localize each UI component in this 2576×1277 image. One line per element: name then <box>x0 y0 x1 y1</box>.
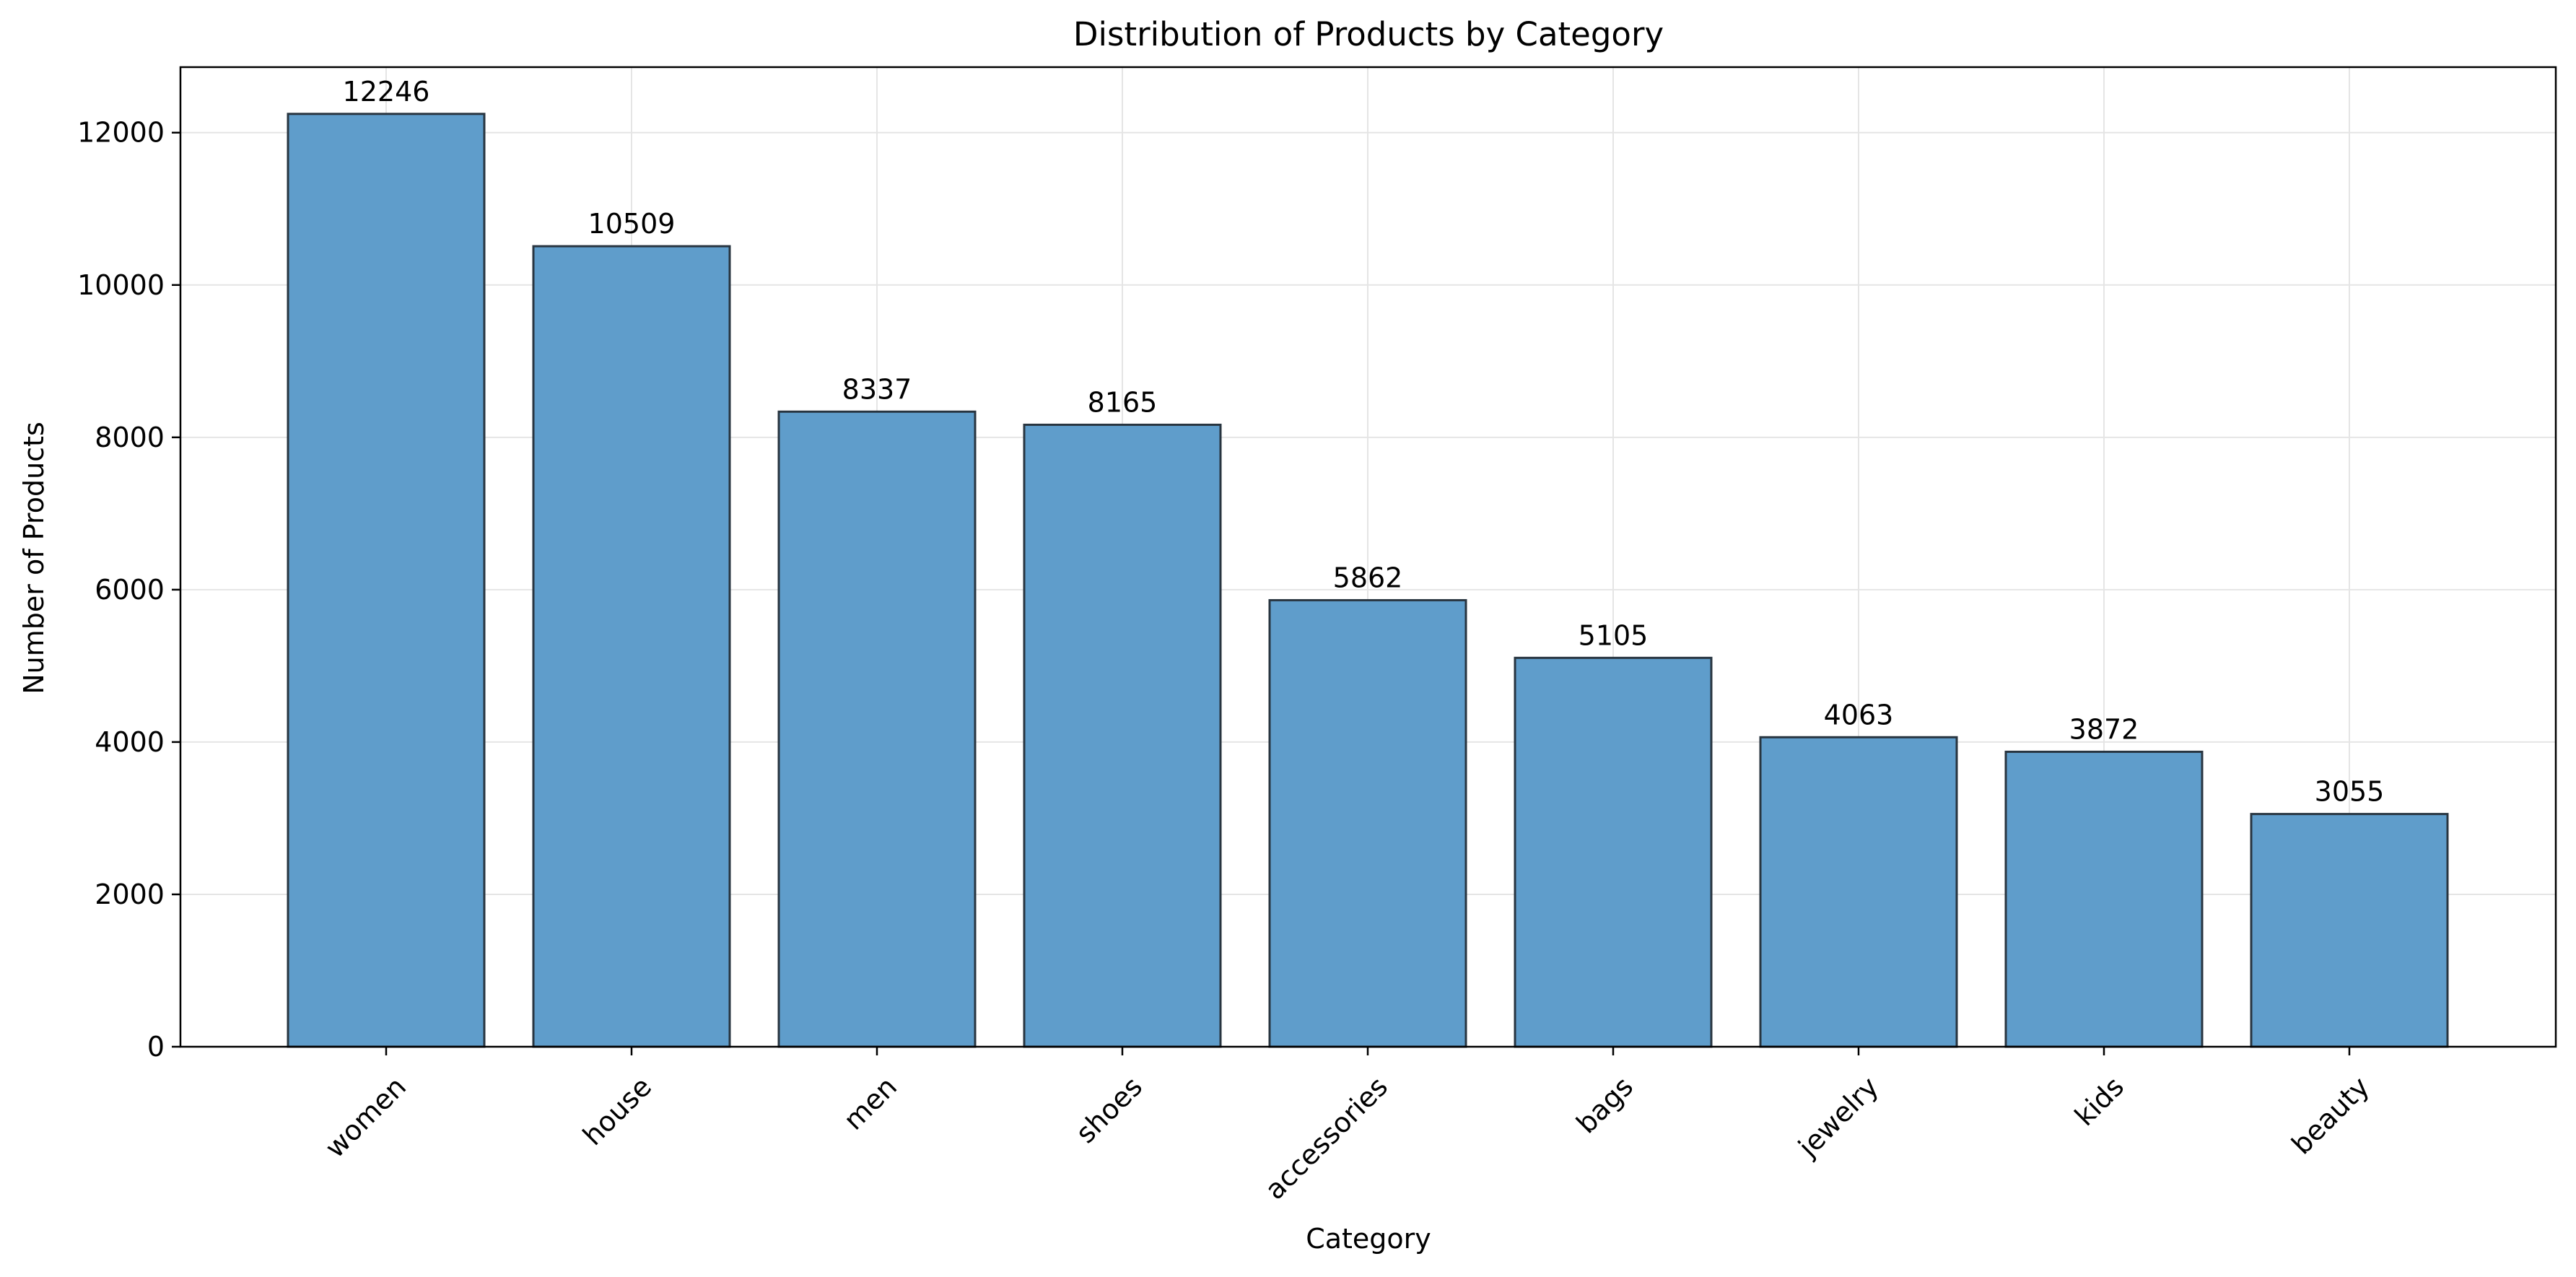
bar-house <box>532 245 731 1048</box>
y-axis-ticks: 0 2000 4000 6000 8000 10000 12000 <box>77 117 180 1063</box>
y-tick-label: 10000 <box>77 269 165 301</box>
data-label-men: 8337 <box>842 373 912 405</box>
y-tick-label: 4000 <box>95 726 165 758</box>
y-tick-label: 0 <box>147 1031 165 1063</box>
data-label-beauty: 3055 <box>2315 776 2385 808</box>
y-tick-label: 12000 <box>77 117 165 149</box>
data-labels: 12246 10509 8337 8165 5862 5105 4063 3872 3055 <box>343 76 2385 808</box>
chart-title: Distribution of Products by Category <box>1073 15 1664 53</box>
bar-bags <box>1514 656 1713 1048</box>
y-tick-label: 6000 <box>95 574 165 606</box>
y-tick-label: 2000 <box>95 879 165 910</box>
y-axis-label: Number of Products <box>18 422 50 694</box>
bar-kids <box>2004 750 2204 1048</box>
data-label-accessories: 5862 <box>1333 562 1403 593</box>
data-label-women: 12246 <box>343 76 430 108</box>
data-label-house: 10509 <box>588 208 676 240</box>
bar-accessories <box>1268 598 1467 1048</box>
data-label-shoes: 8165 <box>1088 386 1158 418</box>
data-label-jewelry: 4063 <box>1824 699 1894 731</box>
data-label-kids: 3872 <box>2069 713 2139 745</box>
bars <box>287 113 2449 1048</box>
y-tick-label: 8000 <box>95 422 165 453</box>
bar-shoes <box>1023 423 1222 1048</box>
bar-jewelry <box>1759 736 1958 1048</box>
bar-women <box>287 113 486 1048</box>
x-axis-label: Category <box>1306 1223 1431 1255</box>
bar-men <box>777 410 977 1048</box>
bar-beauty <box>2250 813 2449 1048</box>
data-label-bags: 5105 <box>1579 619 1649 651</box>
